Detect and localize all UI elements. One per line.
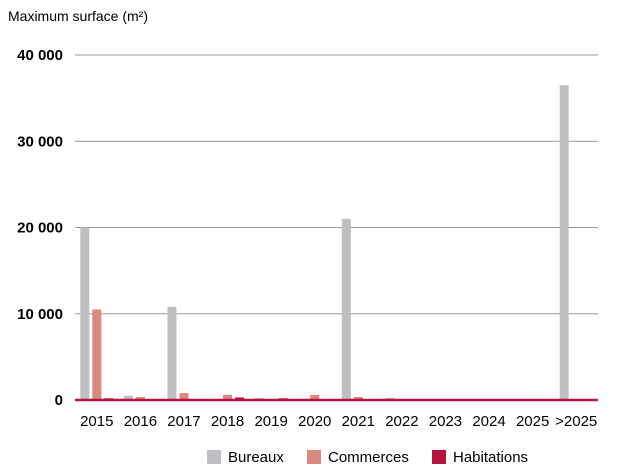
bar-commerces <box>353 396 363 400</box>
x-tick-label: 2021 <box>342 413 375 430</box>
legend-label: Habitations <box>453 449 528 466</box>
bar-bureaux <box>123 395 133 400</box>
bar-commerces <box>135 396 145 400</box>
y-tick-label: 40 000 <box>17 47 63 64</box>
gridlines <box>75 54 598 315</box>
bar-commerces <box>92 309 102 400</box>
bar-bureaux <box>167 306 177 400</box>
y-axis-ticks: 0 10 000 20 000 30 000 40 000 <box>17 47 63 409</box>
bars <box>80 85 569 400</box>
bar-bureaux <box>80 227 90 400</box>
legend-swatch-habitations <box>432 450 446 464</box>
legend-label: Commerces <box>328 449 409 466</box>
x-tick-label: >2025 <box>555 413 597 430</box>
x-tick-label: 2017 <box>167 413 200 430</box>
bar-bureaux <box>341 218 351 400</box>
y-tick-label: 20 000 <box>17 220 63 237</box>
y-tick-label: 0 <box>55 392 63 409</box>
x-axis-ticks: 2015 2016 2017 2018 2019 2020 2021 2022 2023 2024… <box>80 413 597 430</box>
legend-swatch-bureaux <box>207 450 221 464</box>
legend-swatch-commerces <box>307 450 321 464</box>
bar-commerces <box>310 394 320 400</box>
bar-bureaux <box>559 85 569 400</box>
y-tick-label: 30 000 <box>17 133 63 150</box>
x-tick-label: 2024 <box>472 413 505 430</box>
legend-label: Bureaux <box>228 449 284 466</box>
bar-commerces <box>223 394 233 400</box>
x-tick-label: 2020 <box>298 413 331 430</box>
x-tick-label: 2022 <box>385 413 418 430</box>
x-tick-label: 2019 <box>254 413 287 430</box>
x-tick-label: 2023 <box>429 413 462 430</box>
y-tick-label: 10 000 <box>17 306 63 323</box>
bar-commerces <box>179 393 189 400</box>
x-tick-label: 2016 <box>124 413 157 430</box>
x-tick-label: 2025 <box>516 413 549 430</box>
legend: Bureaux Commerces Habitations <box>207 449 528 466</box>
bar-habitations <box>235 397 245 400</box>
x-tick-label: 2015 <box>80 413 113 430</box>
y-axis-title: Maximum surface (m²) <box>8 8 148 24</box>
x-tick-label: 2018 <box>211 413 244 430</box>
